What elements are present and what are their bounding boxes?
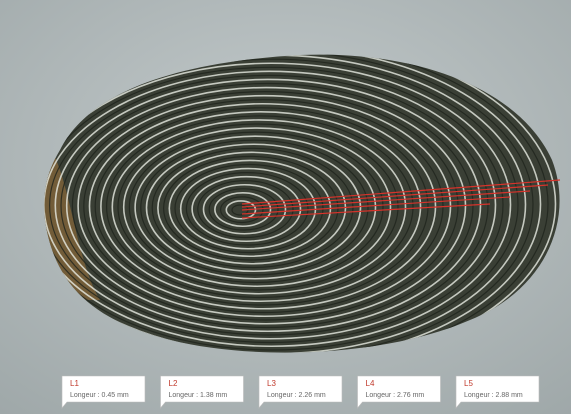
ring <box>225 200 257 220</box>
measure-lines <box>241 179 561 219</box>
ring <box>44 58 519 351</box>
ring <box>220 196 264 224</box>
ring <box>145 143 362 273</box>
label-name: L2 <box>169 379 178 388</box>
ring <box>140 139 369 276</box>
label-box <box>160 375 244 409</box>
ring <box>134 135 377 280</box>
ring <box>191 175 302 243</box>
measure-line <box>241 196 511 215</box>
ring <box>151 147 354 269</box>
measure-line <box>241 203 491 219</box>
ring <box>48 74 489 336</box>
label-box <box>258 375 343 409</box>
measure-line <box>241 179 561 205</box>
ring <box>179 167 317 250</box>
label-text: Longeur : 2.88 mm <box>464 392 523 399</box>
ring <box>122 127 392 288</box>
ring <box>88 102 437 310</box>
ring <box>197 180 294 239</box>
label-box <box>357 375 441 409</box>
label-text: Longeur : 2.26 mm <box>267 392 326 399</box>
label-text: Longeur : 0.45 mm <box>70 392 129 399</box>
ring <box>157 151 347 265</box>
label-name: L4 <box>366 379 375 388</box>
ring <box>128 131 384 284</box>
ring <box>94 107 429 306</box>
ring <box>44 70 497 340</box>
label-box <box>61 375 146 409</box>
ring <box>117 123 399 291</box>
ring <box>202 183 287 235</box>
label-text: Longeur : 1.38 mm <box>169 392 228 399</box>
measure-line <box>241 184 549 208</box>
label-name: L5 <box>464 379 473 388</box>
ring <box>44 54 534 353</box>
label-box <box>455 375 540 409</box>
ring <box>111 119 407 295</box>
ring <box>185 172 309 246</box>
labels: L1 Longeur : 0.45 mm L2 Longeur : 1.38 mm L3… <box>61 375 540 409</box>
label-name: L3 <box>267 379 276 388</box>
ring <box>54 78 482 333</box>
ring <box>105 115 414 299</box>
ring <box>44 62 512 348</box>
ring <box>100 111 422 303</box>
label-text: Longeur : 2.76 mm <box>366 392 425 399</box>
ring <box>44 54 557 353</box>
ring <box>214 192 272 228</box>
ring <box>44 54 542 353</box>
ring <box>208 188 279 231</box>
ring <box>44 54 549 353</box>
measure-line <box>241 190 531 211</box>
label-name: L1 <box>70 379 79 388</box>
ring <box>44 66 504 344</box>
